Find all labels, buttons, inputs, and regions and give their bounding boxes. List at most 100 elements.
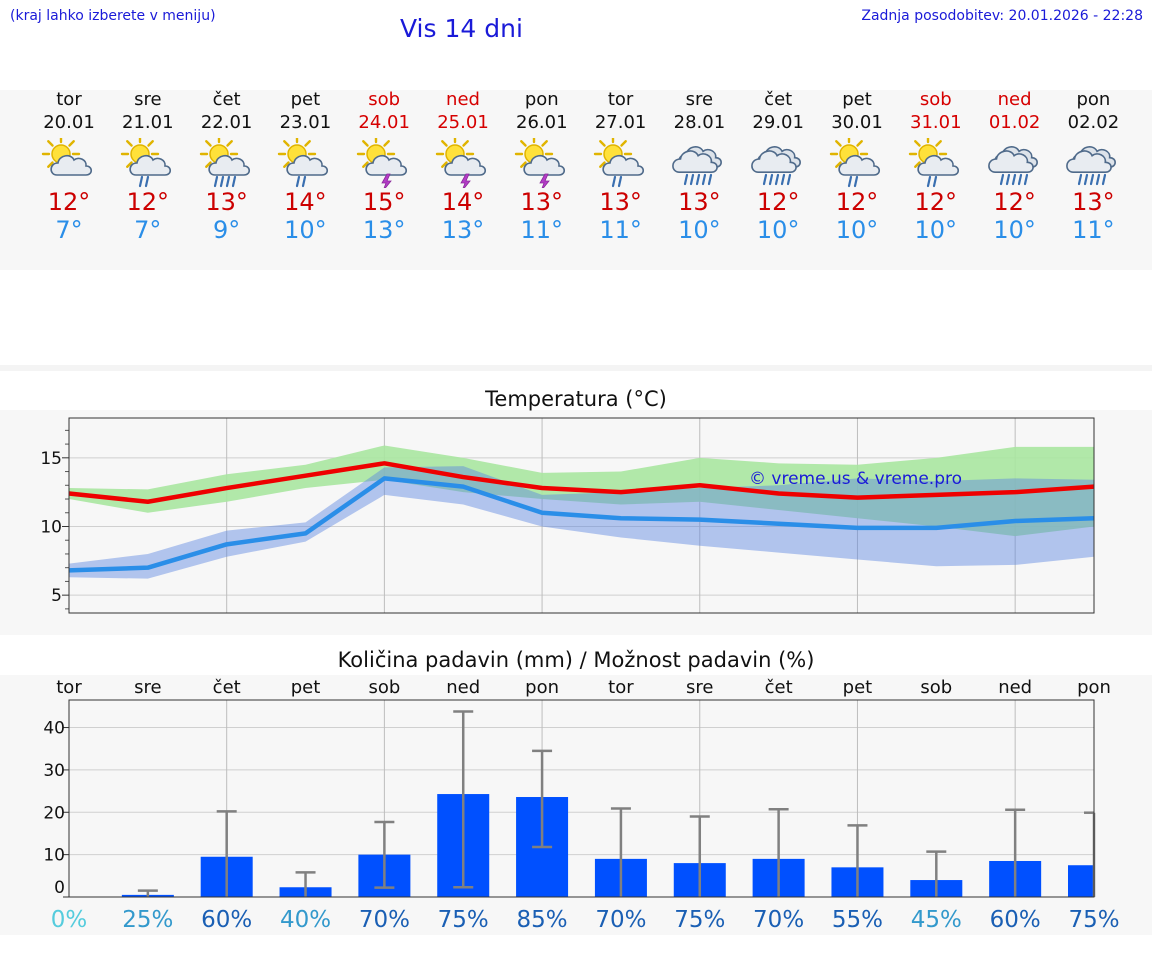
day-name: sob [368, 89, 401, 110]
min-temperature-band [69, 466, 1094, 579]
day-label: sre [686, 677, 713, 698]
y-tick-label: 40 [43, 719, 65, 739]
max-temperature-line [68, 461, 1095, 505]
precipitation-probability: 40% [280, 907, 331, 933]
day-label: ned [998, 677, 1032, 698]
temperature-chart: 5 10 15 © vreme.us & vreme.pro [40, 417, 1095, 614]
precipitation-probability: 70% [595, 907, 646, 933]
forecast-day: sre 21.01 12° 7° [108, 90, 188, 244]
day-date: 02.02 [1067, 112, 1120, 133]
forecast-day: ned 01.02 12° 10° [975, 90, 1055, 244]
max-temperature: 13° [205, 188, 248, 216]
day-date: 27.01 [594, 112, 647, 133]
sun-cloud-thunder-icon [435, 138, 487, 188]
min-temperature-line [68, 476, 1095, 573]
section-divider [0, 365, 1152, 371]
watermark: © vreme.us & vreme.pro [749, 469, 962, 489]
max-temperature: 14° [441, 188, 485, 216]
day-name: sre [685, 89, 714, 110]
precipitation-probability: 55% [832, 907, 883, 933]
max-temperature: 12° [126, 188, 170, 216]
precipitation-probability: 75% [438, 907, 489, 933]
precipitation-probability: 75% [674, 907, 725, 933]
min-temperature: 10° [993, 216, 1036, 244]
day-label: tor [608, 677, 634, 698]
sun-cloud-rain-icon [908, 138, 959, 188]
sun-cloud-rain-icon [829, 138, 881, 188]
max-temperature: 12° [756, 188, 800, 216]
cloud-heavy-rain-icon [987, 146, 1038, 186]
day-name: pet [290, 89, 321, 110]
precipitation-probability: 0% [51, 907, 88, 933]
last-update: Zadnja posodobitev: 20.01.2026 - 22:28 [861, 8, 1143, 24]
max-temperature: 15° [362, 188, 406, 216]
forecast-day: tor 27.01 13° 11° [581, 90, 661, 244]
sun-cloud-heavy-rain-icon [199, 138, 250, 188]
day-name: tor [607, 89, 634, 110]
day-date: 24.01 [358, 112, 410, 133]
day-label: pet [291, 677, 321, 698]
min-temperature: 7° [55, 216, 83, 244]
daily-forecast-strip: tor 20.01 12° 7° sre 21.01 12° 7° čet 22.01 13° 9° p… [0, 90, 1152, 270]
max-temperature: 14° [284, 188, 327, 216]
precipitation-probability: 60% [201, 907, 252, 933]
day-label: tor [56, 677, 82, 698]
min-temperature: 13° [362, 216, 406, 244]
day-date: 25.01 [437, 112, 489, 133]
forecast-day: sre 28.01 13° 10° [659, 90, 739, 244]
min-temperature: 11° [599, 216, 642, 244]
day-date: 23.01 [279, 112, 332, 133]
precipitation-probability: 45% [911, 907, 962, 933]
y-tick-label: 20 [43, 803, 65, 823]
max-temperature: 13° [599, 188, 642, 216]
day-label: sob [920, 677, 952, 698]
day-label: ned [446, 677, 480, 698]
cloud-heavy-rain-icon [1066, 146, 1117, 186]
day-date: 20.01 [43, 112, 95, 133]
day-label: pet [843, 677, 873, 698]
min-temperature: 11° [1072, 216, 1115, 244]
day-name: tor [56, 89, 82, 110]
day-label: čet [765, 677, 793, 698]
day-date: 26.01 [516, 112, 568, 133]
sun-cloud-rain-icon [120, 138, 171, 188]
forecast-day: tor 20.01 12° 7° [29, 90, 109, 244]
y-tick-label: 10 [43, 846, 65, 866]
day-label: sre [134, 677, 161, 698]
forecast-day: pon 02.02 13° 11° [1053, 90, 1133, 244]
day-name: čet [764, 89, 793, 110]
day-date: 21.01 [122, 112, 174, 133]
min-temperature: 10° [284, 216, 327, 244]
day-name: sob [919, 89, 952, 110]
temperature-chart-title: Temperatura (°C) [485, 387, 667, 411]
day-date: 30.01 [831, 112, 883, 133]
y-tick-label: 5 [51, 586, 62, 606]
sun-cloud-thunder-icon [514, 138, 565, 188]
sun-cloud-rain-icon [593, 138, 644, 188]
min-temperature: 13° [441, 216, 485, 244]
max-temperature: 13° [678, 188, 721, 216]
precipitation-probability: 75% [1068, 907, 1119, 933]
y-tick-label: 10 [40, 517, 62, 537]
plot-frame [68, 417, 1095, 614]
forecast-day: čet 22.01 13° 9° [187, 90, 267, 244]
max-temperature: 12° [914, 188, 958, 216]
day-date: 29.01 [752, 112, 804, 133]
max-temperature: 13° [520, 188, 564, 216]
day-label: čet [213, 677, 241, 698]
min-temperature: 9° [212, 216, 241, 244]
min-temperature: 10° [835, 216, 879, 244]
day-name: sre [134, 89, 162, 110]
location-hint: (kraj lahko izberete v meniju) [10, 8, 216, 24]
y-tick-label: 30 [43, 761, 65, 781]
day-date: 28.01 [673, 112, 726, 133]
day-name: ned [446, 89, 480, 110]
min-temperature: 10° [756, 216, 800, 244]
sun-cloud-icon [41, 138, 93, 176]
precipitation-probability: 85% [517, 907, 568, 933]
max-temperature: 13° [1072, 188, 1115, 216]
forecast-day: pet 30.01 12° 10° [817, 90, 897, 244]
sun-cloud-thunder-icon [356, 138, 408, 188]
min-temperature: 7° [134, 216, 162, 244]
day-name: pet [842, 89, 872, 110]
